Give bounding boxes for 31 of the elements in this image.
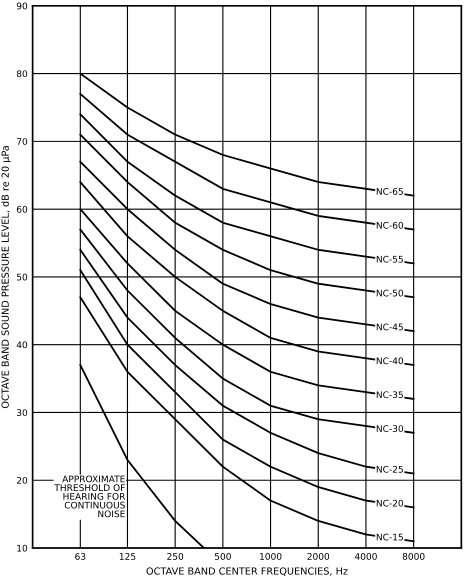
y-tick-label: 30 [16,409,28,416]
series-label: NC-30 [376,425,404,432]
x-tick-label: 2000 [307,553,330,560]
series-label: NC-40 [376,357,404,364]
series-label: NC-45 [376,324,403,330]
x-tick-label: 63 [75,553,86,560]
y-tick-label: 60 [16,206,28,213]
series-label: NC-50 [376,290,404,296]
series-label: APPROXIMATE THRESHOLD OF HEARING FOR CONTINUOUS NOISE [54,476,126,518]
y-tick-label: 70 [17,138,28,145]
x-tick-label: 1000 [260,553,282,560]
y-tick-label: 80 [16,70,28,78]
series-label: NC-55 [376,256,403,263]
y-tick-label: 90 [16,2,28,10]
y-axis-title: OCTAVE BAND SOUND PRESSURE LEVEL, dB re 20 μPa [1,146,11,408]
x-tick-label: 8000 [402,553,425,560]
y-tick-label: 10 [17,544,28,552]
y-tick-label: 20 [16,476,28,484]
y-tick-label: 40 [16,341,28,348]
x-axis-title: OCTAVE BAND CENTER FREQUENCIES, Hz [146,567,348,576]
series-label: NC-25 [376,466,403,473]
series-label: NC-60 [376,222,404,229]
x-tick-label: 500 [214,553,231,560]
x-tick-label: 250 [167,553,184,560]
series-label: NC-35 [376,391,403,398]
series-label: NC-20 [376,500,404,507]
series-label: NC-15 [376,534,403,540]
y-tick-label: 50 [16,274,28,280]
x-tick-label: 4000 [354,553,377,560]
x-tick-label: 125 [120,553,136,560]
series-label: NC-65 [376,188,403,195]
